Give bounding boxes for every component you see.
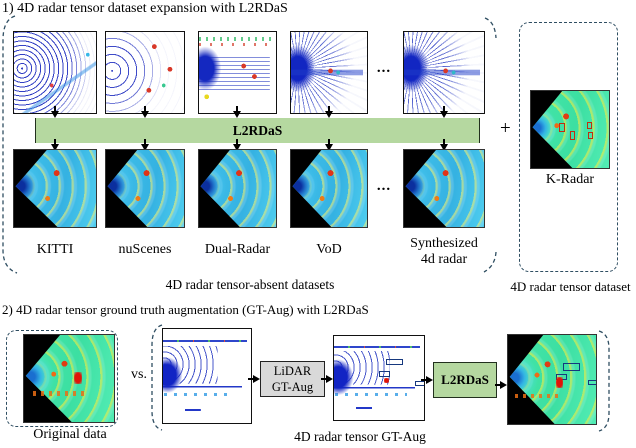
lidar-bev-art	[163, 329, 251, 423]
section2-title: 2) 4D radar tensor ground truth augmenta…	[2, 302, 369, 317]
l2rdas-box-label: L2RDaS	[441, 372, 489, 387]
lidar-pointcloud-art	[199, 32, 276, 113]
ellipsis-top: ...	[376, 60, 392, 76]
kitti-lidar-image	[13, 31, 97, 114]
down-arrow-icon	[233, 139, 241, 151]
vod-radar-image	[290, 149, 368, 228]
section2-caption: 4D radar tensor GT-Aug	[294, 429, 426, 444]
lidar-pointcloud-art	[14, 32, 96, 113]
radar-fan-art	[15, 150, 96, 227]
down-arrow-icon	[51, 139, 59, 151]
radar-target-blob	[73, 371, 82, 384]
kitti-radar-image	[13, 149, 97, 228]
right-arrow-icon	[321, 375, 333, 383]
right-arrow-icon	[248, 375, 260, 383]
annotation-dot	[384, 378, 389, 384]
lidar-pointcloud-art	[291, 32, 367, 113]
original-data-dashed-box	[6, 330, 118, 427]
group1-left-paren	[2, 15, 18, 274]
ellipsis-bottom: ...	[376, 178, 392, 194]
down-arrow-icon	[51, 106, 59, 118]
section1-title: 1) 4D radar tensor dataset expansion wit…	[2, 1, 288, 16]
plus-sign: +	[500, 118, 511, 139]
down-arrow-icon	[440, 139, 448, 151]
radar-fan-art	[25, 335, 114, 422]
lidar-gtaug-line1: LiDAR	[273, 364, 312, 378]
kradar-dashed-box	[519, 22, 618, 272]
pipeline-left-paren	[151, 324, 163, 431]
kradar-caption: 4D radar tensor dataset	[510, 279, 631, 294]
label-nuscenes: nuScenes	[118, 242, 172, 257]
synthesized-lidar-image	[403, 31, 485, 114]
radar-streak-art	[515, 393, 564, 399]
lidar-bev-art	[334, 336, 424, 420]
right-arrow-icon	[495, 381, 507, 389]
label-kradar: K-Radar	[545, 172, 595, 187]
lidar-pointcloud-art	[404, 32, 484, 113]
annotation-box	[587, 121, 592, 130]
radar-fan-art	[532, 91, 609, 168]
nuscenes-radar-image	[105, 149, 185, 228]
dualradar-lidar-image	[198, 31, 277, 114]
annotation-box	[587, 131, 593, 140]
label-kitti: KITTI	[36, 242, 74, 257]
annotation-box	[562, 363, 581, 371]
l2rdas-processor-bar: L2RDaS	[35, 118, 480, 143]
radar-fan-art	[200, 150, 276, 227]
down-arrow-icon	[325, 106, 333, 118]
annotation-box	[588, 379, 596, 385]
label-original-data: Original data	[33, 427, 107, 442]
right-arrow-icon	[421, 376, 433, 384]
radar-target-blob	[556, 376, 564, 388]
label-synthesized-line2: 4d radar	[420, 252, 468, 267]
radar-streak-art	[33, 390, 86, 396]
nuscenes-lidar-image	[105, 31, 185, 114]
radar-fan-art	[107, 150, 184, 227]
bev-lidar-image	[162, 328, 252, 424]
lidar-gtaug-box: LiDAR GT-Aug	[260, 361, 325, 397]
kradar-radar-image	[530, 90, 610, 169]
annotation-box	[559, 123, 566, 132]
group1-right-paren	[483, 17, 497, 273]
lidar-pointcloud-art	[106, 32, 184, 113]
down-arrow-icon	[325, 139, 333, 151]
l2rdas-bar-label: L2RDaS	[232, 122, 283, 138]
annotation-box	[570, 131, 576, 140]
pipeline-right-paren	[598, 330, 610, 432]
down-arrow-icon	[233, 106, 241, 118]
label-vs: vs.	[131, 367, 147, 382]
label-dualradar: Dual-Radar	[204, 242, 271, 257]
down-arrow-icon	[141, 106, 149, 118]
original-radar-image	[23, 334, 115, 423]
synthesized-radar-image	[403, 149, 485, 228]
vod-lidar-image	[290, 31, 368, 114]
annotation-box	[415, 380, 424, 387]
radar-fan-art	[509, 335, 596, 424]
bev-lidar-augmented-image	[333, 335, 425, 421]
annotation-box	[386, 358, 404, 366]
l2rdas-processor-box: L2RDaS	[433, 362, 497, 398]
lidar-gtaug-line2: GT-Aug	[271, 380, 314, 394]
dualradar-radar-image	[198, 149, 277, 228]
gtaug-radar-output-image	[507, 334, 597, 425]
label-vod: VoD	[316, 242, 342, 257]
annotation-box	[379, 371, 390, 378]
down-arrow-icon	[440, 106, 448, 118]
label-synthesized-line1: Synthesized	[410, 236, 478, 251]
radar-fan-art	[292, 150, 367, 227]
radar-fan-art	[405, 150, 484, 227]
section1-caption: 4D radar tensor-absent datasets	[165, 277, 335, 292]
down-arrow-icon	[141, 139, 149, 151]
